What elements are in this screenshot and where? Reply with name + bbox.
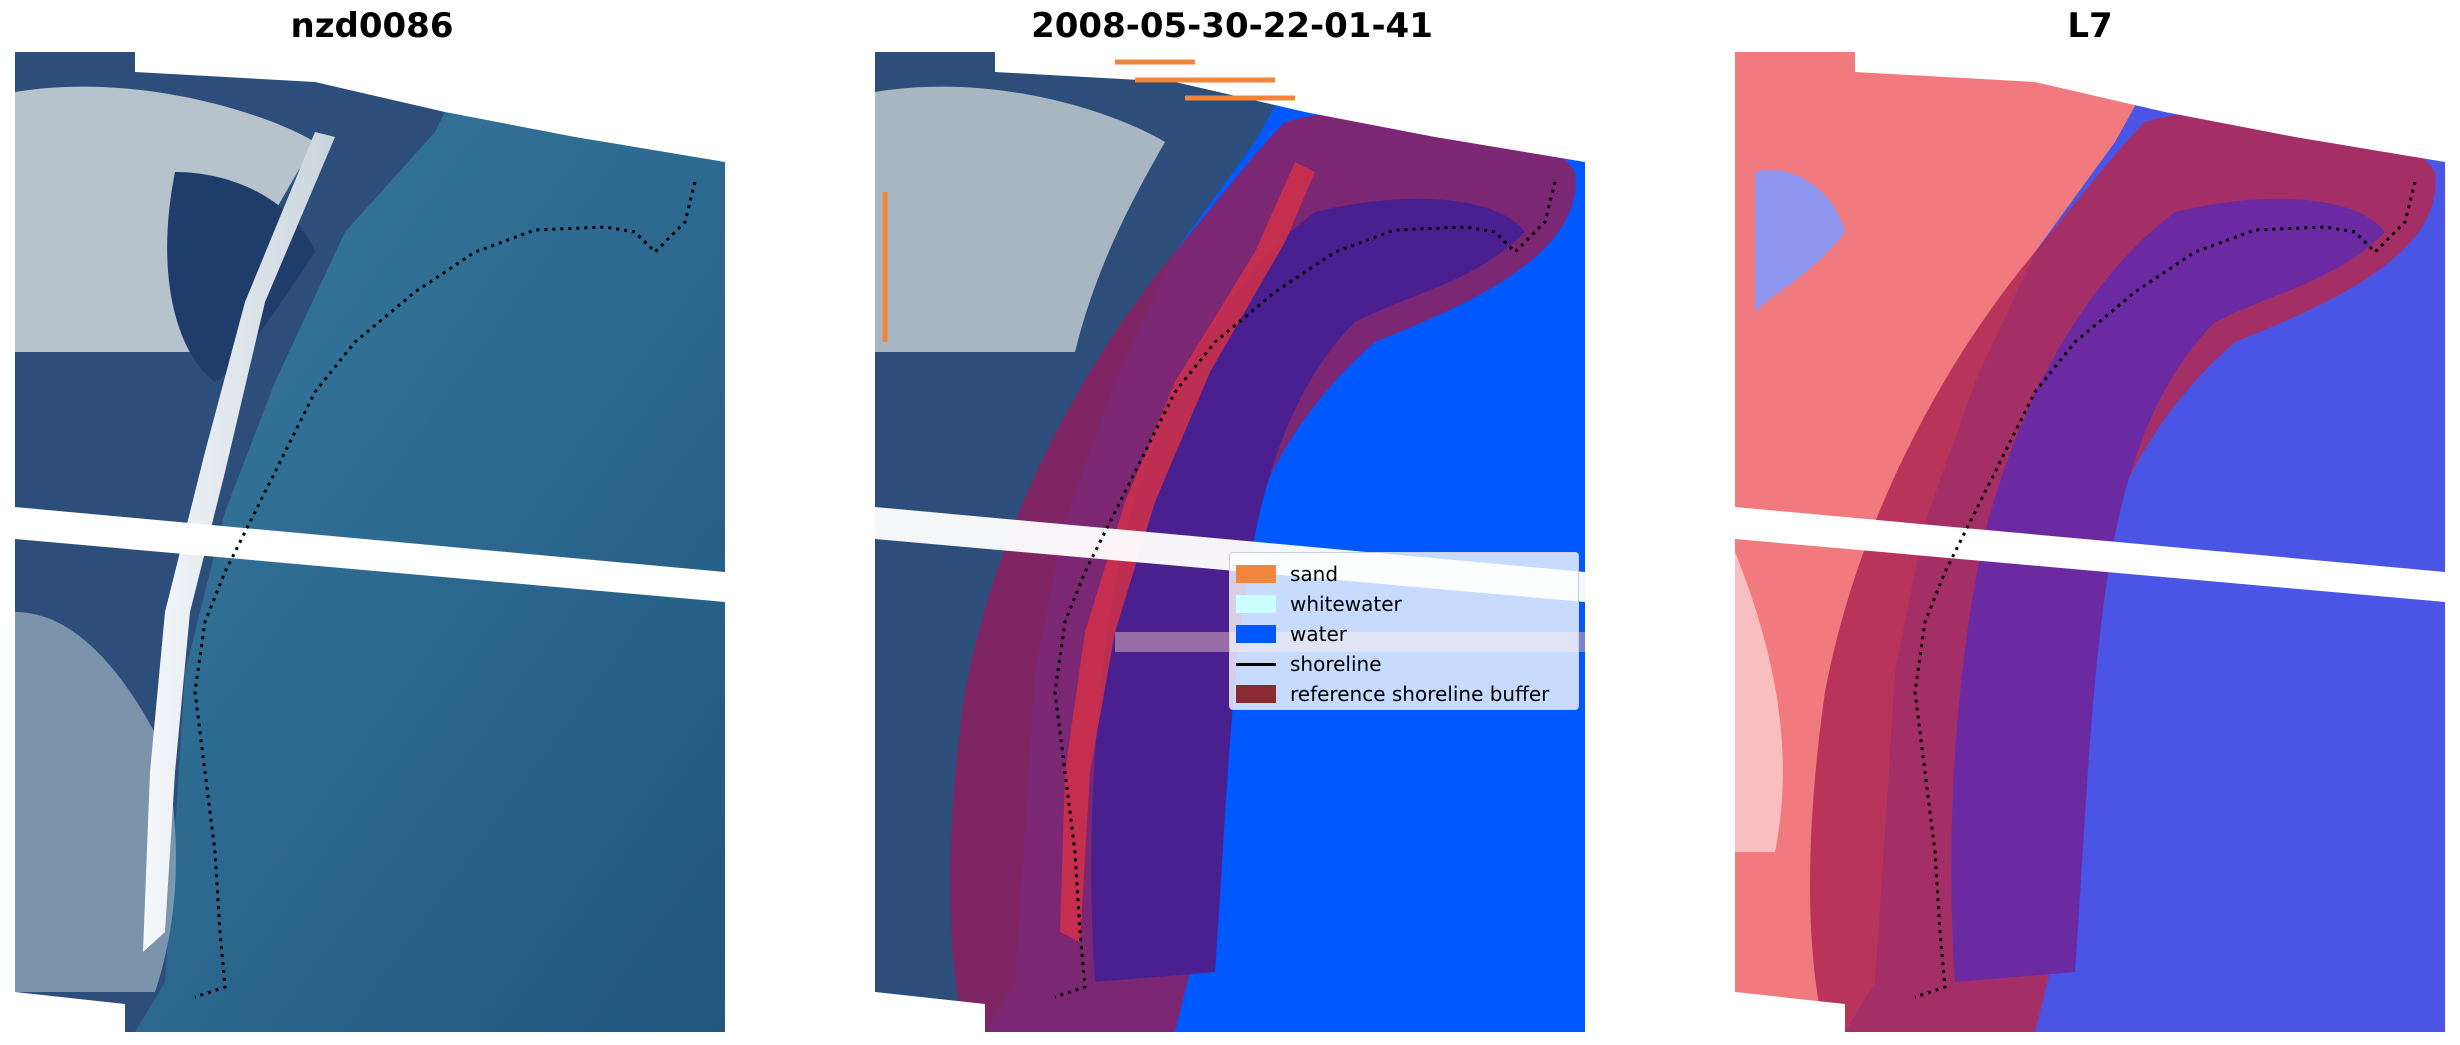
panel-title-rgb: nzd0086 — [290, 6, 454, 46]
sand-swatch-icon — [1236, 565, 1276, 583]
legend-item-whitewater: whitewater — [1236, 589, 1578, 619]
panel-title-classified: 2008-05-30-22-01-41 — [1031, 6, 1433, 46]
legend-label-water: water — [1290, 622, 1347, 646]
whitewater-swatch-icon — [1236, 595, 1276, 613]
shoreline-line-icon — [1236, 662, 1276, 666]
legend-label-sand: sand — [1290, 562, 1339, 586]
legend-label-shoreline: shoreline — [1290, 652, 1382, 676]
legend-item-sand: sand — [1236, 559, 1578, 589]
classified-image-panel — [875, 52, 1585, 1032]
buffer-swatch-icon — [1236, 685, 1276, 703]
rgb-image-panel — [15, 52, 725, 1032]
water-swatch-icon — [1236, 625, 1276, 643]
panel-title-index: L7 — [2067, 6, 2113, 46]
legend-item-buffer: reference shoreline buffer — [1236, 679, 1578, 709]
legend-item-shoreline: shoreline — [1236, 649, 1578, 679]
legend-label-whitewater: whitewater — [1290, 592, 1402, 616]
legend: sand whitewater water shoreline referenc… — [1229, 552, 1579, 710]
legend-label-buffer: reference shoreline buffer — [1290, 682, 1550, 706]
index-image-panel — [1735, 52, 2445, 1032]
legend-item-water: water — [1236, 619, 1578, 649]
